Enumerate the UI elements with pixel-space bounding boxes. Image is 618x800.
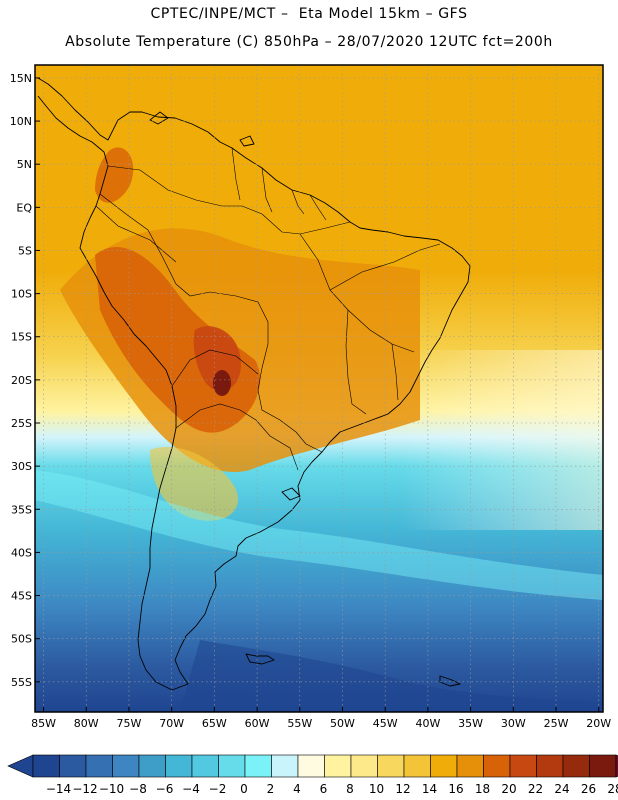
lat-label: 50S (11, 633, 32, 646)
colorbar-label: 2 (267, 782, 275, 796)
lon-label: 45W (373, 717, 398, 730)
colorbar-swatch (297, 754, 325, 778)
lat-label: 5S (18, 244, 32, 257)
colorbar-swatch (562, 754, 590, 778)
colorbar-label: 24 (554, 782, 569, 796)
warmest-spot (213, 370, 231, 396)
colorbar-swatch (244, 754, 272, 778)
colorbar-swatch (85, 754, 113, 778)
colorbar-swatch (483, 754, 511, 778)
coastline (37, 77, 471, 691)
colorbar-label: 16 (448, 782, 463, 796)
colorbar-swatch (589, 754, 617, 778)
colorbar-label: −2 (209, 782, 227, 796)
lat-label: 15N (10, 72, 32, 85)
warm-region-north-andes (95, 147, 134, 203)
cold-region-south (180, 640, 603, 712)
lon-label: 60W (245, 717, 270, 730)
colorbar: −14 −12 −10 −8 −6 −4 −2 0 2 4 6 8 10 12 14 16 18 20 22 24 26… (7, 754, 618, 796)
map-frame (34, 64, 604, 713)
cold-front-band (35, 470, 603, 600)
lat-label: 25S (11, 417, 32, 430)
lon-label: 35W (458, 717, 483, 730)
lat-label: 5N (17, 158, 32, 171)
warm-region-core (193, 326, 241, 391)
colorbar-swatch (456, 754, 484, 778)
colorbar-label: −12 (72, 782, 97, 796)
lon-label: 50W (330, 717, 355, 730)
colorbar-label: 18 (475, 782, 490, 796)
colorbar-label: 0 (240, 782, 248, 796)
colorbar-label: 26 (581, 782, 596, 796)
colorbar-label: −6 (156, 782, 174, 796)
colorbar-label: 28 (607, 782, 618, 796)
colorbar-label: 12 (395, 782, 410, 796)
lat-label: 40S (11, 546, 32, 559)
colorbar-label: −8 (129, 782, 147, 796)
colorbar-label: 6 (320, 782, 328, 796)
lon-label: 65W (202, 717, 227, 730)
colorbar-swatch (165, 754, 193, 778)
lat-label: EQ (16, 201, 32, 214)
colorbar-label: −4 (182, 782, 200, 796)
colorbar-swatch (430, 754, 458, 778)
lat-label: 10N (10, 115, 32, 128)
lat-label: 35S (11, 503, 32, 516)
lat-label: 15S (11, 331, 32, 344)
colorbar-swatch (403, 754, 431, 778)
chart-title-line-1: CPTEC/INPE/MCT – Eta Model 15km – GFS (150, 6, 468, 22)
colorbar-label: 22 (528, 782, 543, 796)
latitude-labels: 15N 10N 5N EQ 5S 10S 15S 20S 25S 30S 35S 40S 45S 50S 5… (10, 72, 40, 689)
colorbar-swatch (191, 754, 219, 778)
lon-label: 85W (31, 717, 56, 730)
colorbar-under-arrow (7, 754, 34, 778)
graticule (35, 65, 603, 712)
lat-label: 10S (11, 288, 32, 301)
pampas-band (150, 446, 239, 521)
colorbar-label: 20 (501, 782, 516, 796)
lat-label: 30S (11, 460, 32, 473)
lat-label: 55S (11, 676, 32, 689)
lon-label: 80W (74, 717, 99, 730)
colorbar-swatch (138, 754, 166, 778)
colorbar-swatch (112, 754, 140, 778)
lat-label: 20S (11, 374, 32, 387)
colorbar-label: −10 (99, 782, 124, 796)
country-borders (95, 147, 441, 471)
colorbar-swatch (32, 754, 60, 778)
colorbar-label: 14 (422, 782, 437, 796)
colorbar-swatch (324, 754, 352, 778)
subtropical-ocean-band (400, 350, 603, 530)
colorbar-swatch (271, 754, 299, 778)
lon-label: 20W (586, 717, 611, 730)
chart-title-line-2: Absolute Temperature (C) 850hPa – 28/07/… (65, 34, 553, 50)
colorbar-label: −14 (46, 782, 71, 796)
colorbar-swatch (377, 754, 405, 778)
lon-label: 30W (501, 717, 526, 730)
colorbar-label: 8 (346, 782, 354, 796)
lon-label: 55W (287, 717, 312, 730)
colorbar-label: 10 (369, 782, 384, 796)
lon-label: 75W (117, 717, 142, 730)
longitude-labels: 85W 80W 75W 70W 65W 60W 55W 50W 45W 40W 35W 30W 25W 2… (31, 707, 611, 730)
lon-label: 70W (159, 717, 184, 730)
colorbar-swatch (59, 754, 87, 778)
colorbar-swatch (509, 754, 537, 778)
lat-label: 45S (11, 590, 32, 603)
colorbar-swatch (536, 754, 564, 778)
lon-label: 25W (544, 717, 569, 730)
colorbar-swatch (218, 754, 246, 778)
colorbar-swatch (350, 754, 378, 778)
colorbar-label: 4 (293, 782, 301, 796)
lon-label: 40W (415, 717, 440, 730)
